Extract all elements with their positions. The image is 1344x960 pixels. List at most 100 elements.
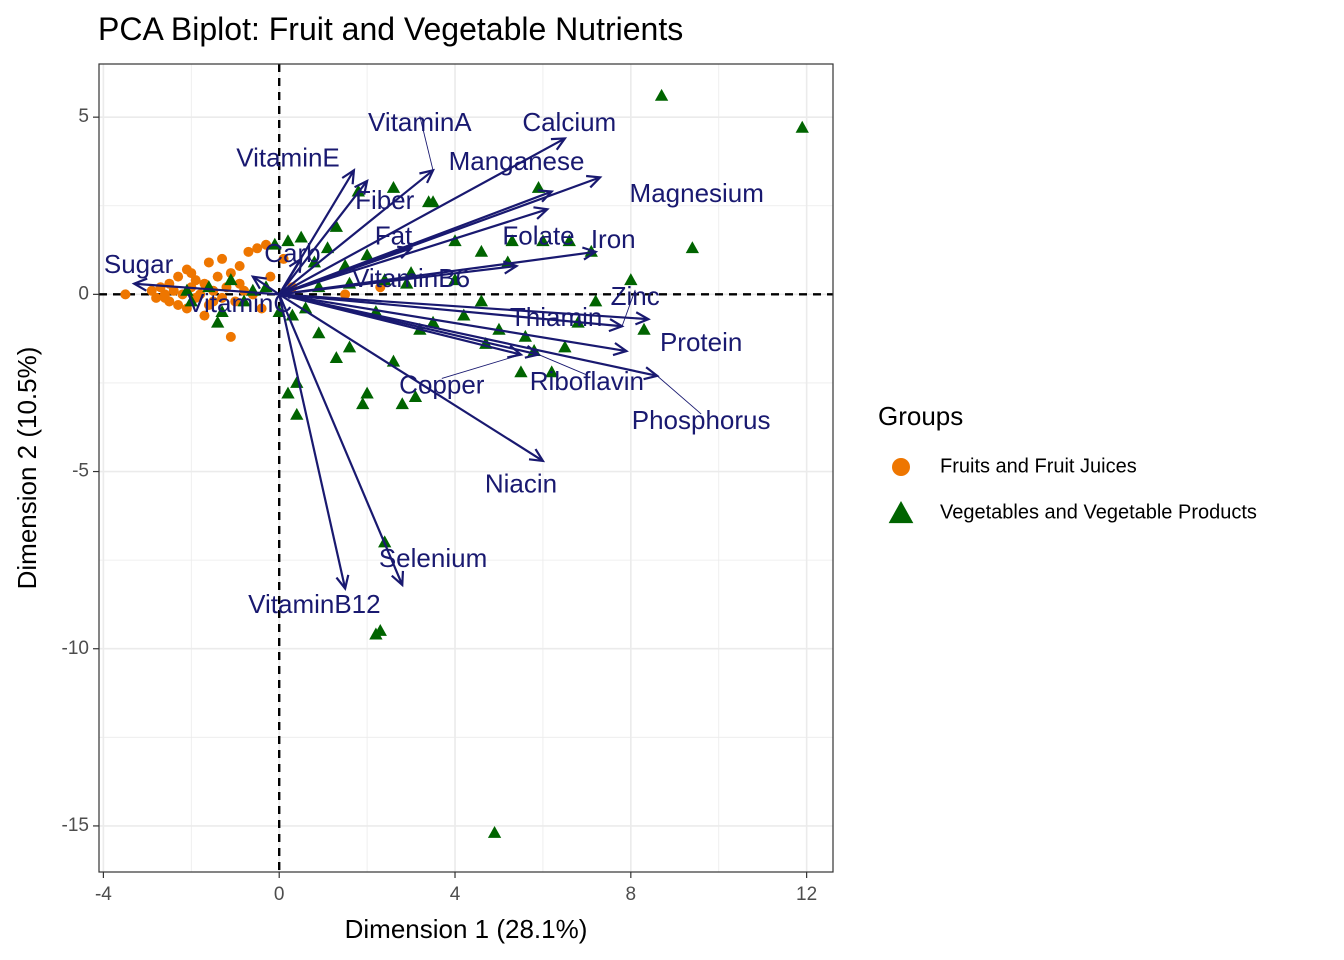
loading-label-carb: Carb bbox=[264, 238, 320, 268]
loading-label-thiamin: Thiamin bbox=[510, 302, 602, 332]
loading-label-copper: Copper bbox=[399, 369, 485, 399]
y-tick-label: -15 bbox=[62, 815, 89, 836]
loading-label-vitamine: VitaminE bbox=[236, 143, 340, 173]
y-axis-title: Dimension 2 (10.5%) bbox=[12, 347, 42, 590]
loading-label-niacin: Niacin bbox=[485, 469, 557, 499]
loading-label-vitaminb12: VitaminB12 bbox=[248, 589, 381, 619]
data-point-vegetable bbox=[518, 329, 532, 342]
data-point-vegetable bbox=[224, 273, 238, 286]
loading-arrow-niacin bbox=[278, 293, 546, 463]
legend-label: Vegetables and Vegetable Products bbox=[940, 501, 1257, 523]
data-point-vegetable bbox=[281, 234, 295, 247]
data-point-vegetable bbox=[474, 244, 489, 257]
reference-lines bbox=[99, 64, 833, 872]
data-point-vegetable bbox=[329, 351, 343, 364]
loading-label-riboflavin: Riboflavin bbox=[530, 366, 644, 396]
data-point-vegetable bbox=[290, 407, 304, 420]
data-point-vegetable bbox=[320, 241, 335, 254]
x-tick-label: 8 bbox=[626, 884, 637, 905]
legend-label: Fruits and Fruit Juices bbox=[940, 455, 1137, 477]
data-point-vegetable bbox=[654, 88, 669, 101]
data-point-fruit bbox=[230, 296, 241, 307]
x-axis: -4 0 4 8 12 bbox=[95, 872, 817, 905]
data-point-vegetable bbox=[457, 308, 471, 321]
data-point-vegetable bbox=[356, 397, 370, 410]
legend-title: Groups bbox=[878, 401, 963, 431]
loading-arrow-folate bbox=[278, 206, 550, 296]
data-point-fruit bbox=[173, 271, 184, 282]
data-point-vegetable bbox=[237, 294, 251, 307]
data-point-vegetable bbox=[294, 230, 308, 243]
data-point-fruit bbox=[159, 292, 170, 303]
loading-arrow-calcium bbox=[278, 137, 568, 296]
y-tick-label: -10 bbox=[62, 638, 89, 659]
loading-label-sugar: Sugar bbox=[104, 249, 174, 279]
x-tick-label: -4 bbox=[95, 884, 112, 905]
loading-label-vitaminc: VitaminC bbox=[187, 288, 292, 318]
legend-key-circle bbox=[892, 458, 910, 476]
loading-label-protein: Protein bbox=[660, 327, 742, 357]
loading-arrow-thiamin bbox=[279, 293, 651, 326]
data-point-fruit bbox=[340, 289, 351, 300]
data-point-fruit bbox=[225, 268, 236, 279]
legend-item-vegetables: Vegetables and Vegetable Products bbox=[888, 501, 1257, 523]
data-point-vegetable bbox=[637, 322, 651, 335]
data-point-vegetable bbox=[342, 340, 357, 353]
loading-label-folate: Folate bbox=[502, 221, 574, 251]
data-point-fruit bbox=[234, 261, 245, 271]
data-point-fruit bbox=[234, 278, 245, 289]
data-point-fruit bbox=[199, 310, 210, 321]
data-point-vegetable bbox=[408, 390, 423, 403]
data-point-vegetable bbox=[373, 624, 387, 636]
loading-label-vitaminb6: VitaminB6 bbox=[352, 263, 470, 293]
y-tick-label: -5 bbox=[72, 461, 89, 482]
data-point-fruit bbox=[278, 253, 289, 264]
data-point-vegetable bbox=[211, 315, 225, 328]
data-point-vegetable bbox=[386, 181, 401, 193]
y-tick-label: 0 bbox=[78, 283, 89, 304]
data-point-vegetable bbox=[685, 241, 700, 254]
loading-arrow-carb bbox=[278, 256, 303, 295]
legend-items: Fruits and Fruit Juices Vegetables and Ve… bbox=[888, 455, 1257, 523]
data-point-vegetable bbox=[329, 220, 343, 232]
data-point-vegetable bbox=[360, 386, 374, 399]
data-point-vegetable bbox=[360, 248, 374, 261]
loading-arrow-vitaminb12 bbox=[278, 294, 350, 591]
loading-labels: VitaminA Calcium VitaminE Manganese Fiber Mag… bbox=[104, 107, 771, 619]
loading-arrow-magnesium bbox=[278, 189, 555, 296]
data-point-vegetable bbox=[536, 234, 550, 247]
label-connector-vitamina bbox=[419, 116, 434, 171]
data-point-vegetable bbox=[558, 340, 572, 353]
data-point-fruit bbox=[203, 257, 214, 268]
loading-arrows bbox=[131, 137, 660, 591]
data-point-fruit bbox=[212, 271, 223, 282]
label-connector-phosphorus bbox=[656, 375, 702, 415]
data-point-fruit bbox=[261, 239, 272, 250]
data-point-vegetable bbox=[312, 326, 326, 339]
loading-arrow-vitaminb6 bbox=[279, 260, 520, 296]
panel-border bbox=[98, 63, 834, 873]
y-tick-label: 5 bbox=[78, 106, 89, 127]
data-point-vegetable bbox=[395, 397, 409, 410]
loading-arrow-vitaminc bbox=[250, 275, 280, 296]
data-point-fruit bbox=[120, 289, 131, 300]
data-point-vegetable bbox=[589, 294, 603, 307]
data-point-fruit bbox=[256, 303, 267, 314]
legend: Groups Fruits and Fruit Juices Vegetables… bbox=[878, 401, 1257, 523]
data-point-vegetable bbox=[514, 365, 528, 378]
loading-label-zinc: Zinc bbox=[611, 281, 660, 311]
loading-arrow-fiber bbox=[278, 178, 369, 296]
chart-title: PCA Biplot: Fruit and Vegetable Nutrient… bbox=[98, 11, 683, 47]
loading-arrow-selenium bbox=[278, 293, 405, 588]
label-connector-copper bbox=[441, 354, 522, 379]
data-point-fruit bbox=[252, 243, 263, 254]
data-point-fruit bbox=[225, 331, 236, 342]
data-point-fruit bbox=[168, 285, 179, 296]
data-point-fruit bbox=[265, 271, 276, 282]
data-point-vegetable bbox=[474, 294, 489, 307]
y-axis: 5 0 -5 -10 -15 bbox=[62, 106, 99, 836]
legend-item-fruits: Fruits and Fruit Juices bbox=[892, 455, 1137, 477]
data-point-vegetable bbox=[180, 283, 194, 296]
data-point-fruit bbox=[243, 246, 254, 257]
